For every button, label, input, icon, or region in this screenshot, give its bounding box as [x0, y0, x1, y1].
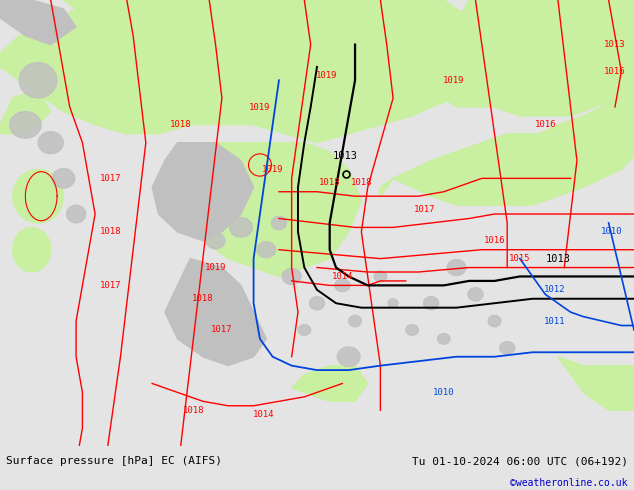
Polygon shape [257, 242, 276, 258]
Text: 1017: 1017 [414, 205, 436, 214]
Text: 1019: 1019 [443, 76, 464, 85]
Polygon shape [335, 279, 350, 292]
Polygon shape [230, 218, 252, 237]
Polygon shape [292, 366, 368, 401]
Text: 1017: 1017 [100, 174, 122, 183]
Text: 1019: 1019 [316, 72, 337, 80]
Polygon shape [179, 213, 202, 233]
Polygon shape [380, 89, 634, 205]
Polygon shape [406, 325, 418, 335]
Polygon shape [165, 259, 266, 366]
Polygon shape [374, 271, 387, 282]
Polygon shape [488, 315, 501, 327]
Polygon shape [0, 0, 76, 45]
Text: 1011: 1011 [544, 317, 566, 325]
Text: 1018: 1018 [183, 406, 204, 415]
Polygon shape [447, 260, 466, 275]
Text: 1014: 1014 [332, 272, 353, 281]
Polygon shape [431, 0, 634, 116]
Text: 1015: 1015 [509, 254, 531, 263]
Text: 1018: 1018 [351, 178, 372, 187]
Text: Surface pressure [hPa] EC (AIFS): Surface pressure [hPa] EC (AIFS) [6, 456, 223, 466]
Polygon shape [152, 143, 254, 241]
Text: 1017: 1017 [211, 325, 233, 335]
Text: 1018: 1018 [170, 121, 191, 129]
Text: 1013: 1013 [545, 254, 571, 264]
Text: 1018: 1018 [192, 294, 214, 303]
Polygon shape [349, 315, 361, 327]
Polygon shape [52, 169, 75, 188]
Text: 1013: 1013 [333, 151, 358, 161]
Polygon shape [0, 0, 520, 143]
Polygon shape [337, 347, 360, 367]
Text: 1016: 1016 [534, 121, 556, 129]
Polygon shape [13, 170, 63, 223]
Polygon shape [67, 205, 86, 223]
Polygon shape [206, 233, 225, 249]
Text: 1016: 1016 [604, 67, 626, 76]
Polygon shape [309, 296, 325, 310]
Polygon shape [38, 132, 63, 154]
Text: 1014: 1014 [252, 410, 274, 419]
Text: 1019: 1019 [249, 102, 271, 112]
Text: 1019: 1019 [262, 165, 283, 174]
Polygon shape [500, 342, 515, 354]
Text: 1019: 1019 [205, 263, 226, 272]
Text: ©weatheronline.co.uk: ©weatheronline.co.uk [510, 478, 628, 489]
Text: 1013: 1013 [604, 40, 626, 49]
Text: 1010: 1010 [601, 227, 623, 236]
Polygon shape [0, 89, 51, 134]
Polygon shape [271, 216, 287, 230]
Text: Tu 01-10-2024 06:00 UTC (06+192): Tu 01-10-2024 06:00 UTC (06+192) [411, 456, 628, 466]
Polygon shape [468, 288, 483, 301]
Text: 1010: 1010 [433, 388, 455, 397]
Polygon shape [388, 299, 398, 308]
Text: 1012: 1012 [544, 285, 566, 294]
Polygon shape [424, 296, 439, 310]
Polygon shape [10, 112, 41, 138]
Polygon shape [19, 63, 57, 98]
Polygon shape [216, 190, 241, 212]
Polygon shape [558, 357, 634, 410]
Polygon shape [178, 143, 361, 276]
Polygon shape [282, 269, 301, 285]
Polygon shape [168, 187, 187, 205]
Polygon shape [187, 165, 219, 192]
Text: 1017: 1017 [100, 281, 122, 290]
Polygon shape [437, 334, 450, 344]
Polygon shape [298, 325, 311, 335]
Text: 1018: 1018 [319, 178, 340, 187]
Text: 1018: 1018 [100, 227, 122, 236]
Text: 1016: 1016 [484, 236, 505, 245]
Polygon shape [13, 227, 51, 272]
